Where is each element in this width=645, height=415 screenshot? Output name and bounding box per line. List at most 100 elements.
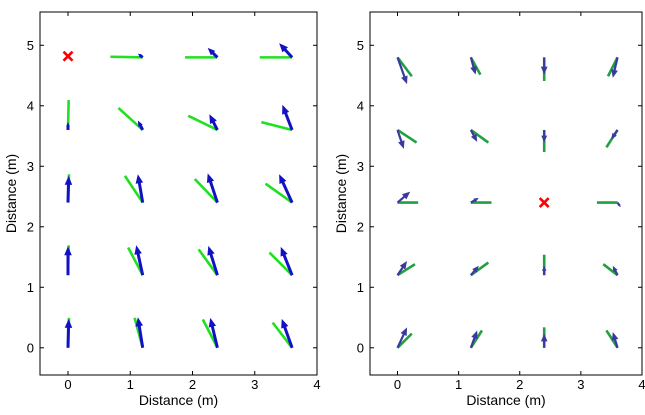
y-tick-label: 1: [27, 280, 34, 295]
plot-frame: [369, 11, 643, 376]
green-vector-line: [117, 106, 144, 131]
blue-arrow-shaft: [469, 336, 476, 349]
blue-arrow-head: [611, 132, 617, 140]
blue-arrow-shaft: [283, 48, 294, 59]
blue-arrow-head: [401, 191, 411, 200]
blue-arrow-head: [137, 120, 143, 127]
blue-arrow-shaft: [137, 181, 145, 203]
blue-arrow-shaft: [210, 325, 219, 349]
blue-arrow-head: [473, 197, 479, 203]
y-tick-label: 4: [27, 98, 34, 113]
blue-arrow-head: [135, 317, 143, 327]
blue-arrow-head: [470, 66, 477, 75]
blue-arrow-shaft: [283, 325, 294, 349]
y-tick-label: 5: [357, 38, 364, 53]
right-vector-field-panel: 0 1 2 3 4 0 1 2 3 4 5 Distance (m) Distance (m): [333, 11, 645, 408]
blue-arrow-head: [207, 47, 216, 56]
blue-arrow-shaft: [136, 252, 145, 276]
blue-arrow-head: [541, 135, 548, 143]
blue-arrow-head: [401, 75, 408, 85]
blue-arrow-shaft: [209, 253, 219, 276]
blue-arrow-head: [135, 174, 144, 184]
blue-arrow-shaft: [613, 57, 619, 72]
green-vector-line: [264, 182, 293, 204]
green-vector-line: [396, 56, 413, 78]
y-axis-label: Distance (m): [333, 154, 349, 233]
y-tick-label: 0: [27, 340, 34, 355]
blue-arrow-head: [134, 245, 142, 255]
green-vector-line: [261, 120, 293, 132]
y-tick-label: 2: [27, 219, 34, 234]
blue-arrow-head: [540, 66, 548, 75]
green-vector-line: [396, 128, 418, 144]
blue-arrow-head: [398, 140, 405, 149]
blue-arrow-head: [399, 261, 408, 270]
blue-arrow-shaft: [283, 111, 294, 131]
blue-arrow-head: [611, 69, 618, 78]
x-tick-label: 2: [516, 377, 523, 392]
green-vector-line: [197, 248, 219, 276]
blue-arrow-shaft: [282, 253, 294, 276]
blue-arrow-head: [280, 246, 288, 257]
green-vector-line: [271, 321, 294, 349]
y-tick-label: 5: [27, 38, 34, 53]
blue-arrow-head: [66, 122, 70, 127]
source-marker-x: [538, 197, 550, 208]
green-vector-line: [123, 175, 144, 204]
blue-arrow-shaft: [470, 269, 476, 276]
plot-frame: [39, 11, 318, 376]
y-axis-label: Distance (m): [3, 154, 19, 233]
y-tick-label: 1: [357, 280, 364, 295]
blue-arrow-head: [206, 173, 215, 184]
blue-arrow-shaft: [396, 266, 405, 276]
blue-arrow-head: [282, 104, 290, 115]
blue-arrow-head: [209, 114, 217, 124]
blue-arrow-head: [64, 318, 73, 328]
y-tick-label: 4: [357, 98, 364, 113]
x-tick-label: 4: [313, 377, 320, 392]
blue-arrow-shaft: [211, 51, 219, 59]
blue-arrow-head: [542, 265, 547, 271]
blue-arrow-head: [64, 246, 72, 256]
blue-arrow-head: [207, 245, 215, 256]
blue-arrow-shaft: [396, 333, 406, 349]
y-tick-label: 0: [357, 340, 364, 355]
green-vector-line: [602, 263, 619, 277]
left-vector-field-panel: 0 1 2 3 4 0 1 2 3 4 5 Distance (m) Distance (m): [3, 11, 321, 408]
blue-arrow-head: [279, 43, 289, 53]
blue-arrow-head: [279, 174, 287, 185]
blue-arrow-shaft: [396, 129, 403, 143]
blue-arrow-head: [281, 318, 289, 329]
blue-arrow-shaft: [469, 57, 475, 69]
blue-arrow-shaft: [137, 324, 145, 349]
x-axis-label: Distance (m): [466, 392, 545, 408]
blue-arrow-shaft: [613, 338, 619, 349]
x-tick-label: 0: [394, 377, 401, 392]
blue-arrow-head: [471, 330, 478, 340]
green-vector-line: [268, 251, 294, 277]
green-vector-line: [396, 332, 413, 349]
blue-arrow-shaft: [396, 57, 406, 78]
x-tick-label: 2: [189, 377, 196, 392]
blue-arrow-shaft: [281, 180, 294, 204]
green-vector-line: [187, 114, 218, 132]
x-tick-label: 3: [577, 377, 584, 392]
blue-arrow-head: [617, 203, 621, 208]
x-tick-label: 3: [251, 377, 258, 392]
blue-arrow-shaft: [208, 180, 219, 204]
green-vector-line: [193, 178, 219, 204]
green-vector-line: [396, 263, 416, 277]
x-tick-label: 0: [64, 377, 71, 392]
x-tick-label: 1: [455, 377, 462, 392]
blue-arrow-head: [208, 317, 217, 328]
y-tick-label: 2: [357, 219, 364, 234]
y-tick-label: 3: [27, 159, 34, 174]
x-axis-label: Distance (m): [139, 392, 218, 408]
blue-arrow-head: [400, 327, 408, 336]
y-tick-label: 3: [357, 159, 364, 174]
blue-arrow-head: [137, 53, 142, 57]
green-vector-line: [110, 55, 143, 59]
blue-arrow-shaft: [211, 120, 219, 131]
blue-arrow-head: [612, 265, 618, 273]
